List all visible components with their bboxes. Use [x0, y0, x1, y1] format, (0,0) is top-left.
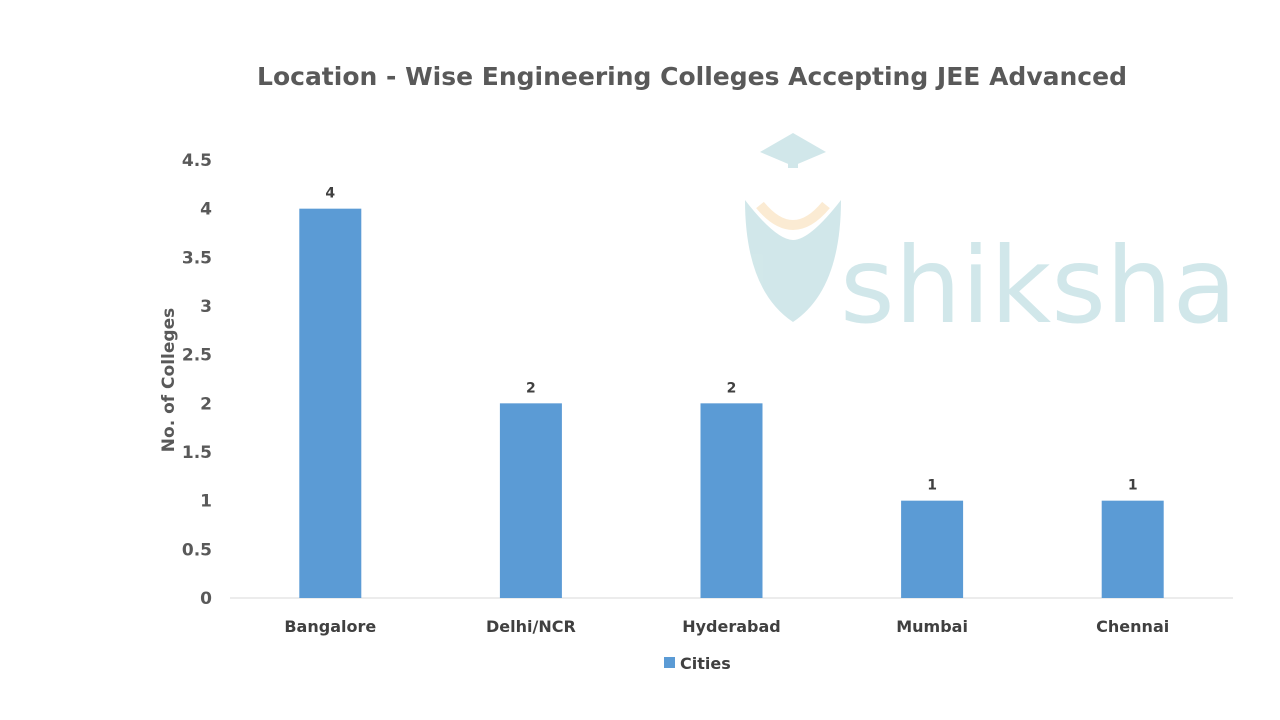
y-tick-label: 0.5	[182, 540, 212, 560]
y-tick-label: 1.5	[182, 443, 212, 463]
y-tick-label: 1	[200, 492, 212, 512]
data-label: 1	[927, 478, 937, 494]
x-tick-label: Chennai	[1096, 617, 1169, 636]
legend-swatch	[664, 657, 675, 668]
y-tick-label: 4.5	[182, 151, 212, 171]
bar-mumbai	[901, 500, 964, 598]
bar-bangalore	[299, 208, 362, 598]
data-label: 4	[325, 186, 335, 202]
bar-hyderabad	[700, 403, 763, 598]
shiksha-watermark-logo: shiksha	[745, 133, 1237, 347]
y-tick-label: 4	[200, 200, 212, 220]
data-label: 2	[526, 380, 536, 396]
chart-title: Location - Wise Engineering Colleges Acc…	[257, 62, 1127, 91]
x-tick-label: Mumbai	[896, 617, 968, 636]
y-tick-label: 3.5	[182, 248, 212, 268]
x-tick-label: Bangalore	[284, 617, 376, 636]
y-tick-label: 3	[200, 297, 212, 317]
bar-chennai	[1101, 500, 1164, 598]
x-tick-label: Hyderabad	[682, 617, 781, 636]
x-tick-label: Delhi/NCR	[486, 617, 576, 636]
svg-text:shiksha: shiksha	[840, 225, 1237, 347]
y-tick-label: 2	[200, 394, 212, 414]
data-label: 1	[1128, 478, 1138, 494]
bar-delhi-ncr	[499, 403, 562, 598]
legend: Cities	[664, 654, 731, 673]
y-tick-label: 2.5	[182, 346, 212, 366]
y-axis-label: No. of Colleges	[159, 308, 179, 452]
data-label: 2	[727, 380, 737, 396]
y-tick-label: 0	[200, 589, 212, 609]
legend-label: Cities	[680, 654, 731, 673]
